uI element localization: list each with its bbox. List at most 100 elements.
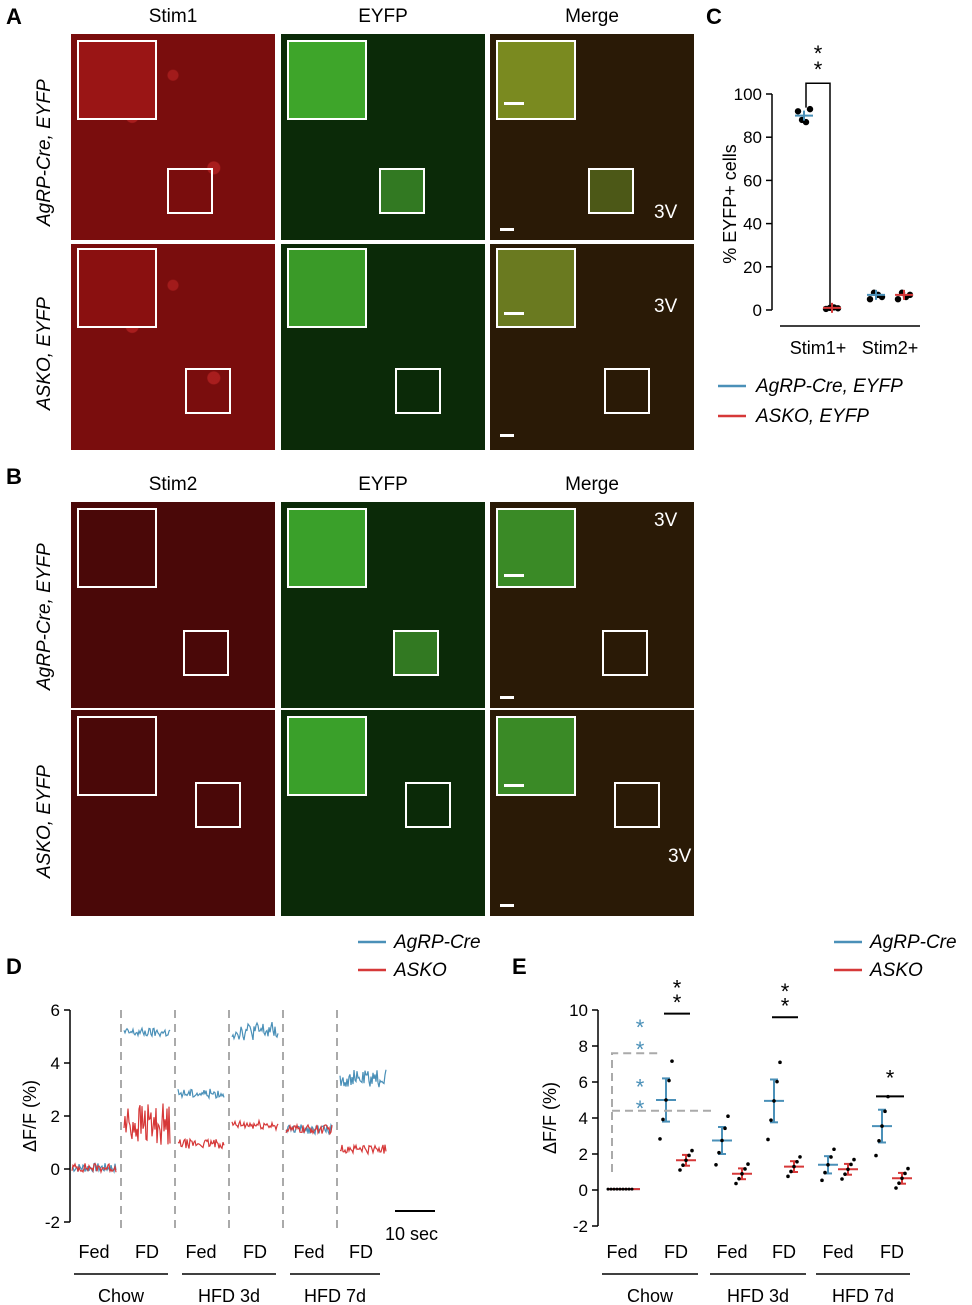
time-scalebar-label: 10 sec: [385, 1224, 438, 1244]
data-point: [849, 1162, 853, 1167]
data-point: [852, 1157, 856, 1162]
y-axis-label: ΔF/F (%): [540, 1082, 560, 1154]
data-point: [612, 1187, 616, 1191]
data-point: [806, 105, 814, 113]
data-point: [621, 1187, 625, 1191]
x-category-label: Stim2+: [862, 338, 919, 358]
data-point: [866, 296, 874, 303]
legend-label: AgRP-Cre, EYFP: [755, 376, 903, 397]
trace-asko: [177, 1137, 225, 1150]
significance-bracket: [805, 82, 831, 306]
panel-d-chart: -2 0 2 4 6 ΔF/F (%) 10 sec Fed FD Fed FD Fed FD Chow H…: [20, 932, 481, 1305]
significance-marker: *: [673, 976, 682, 1001]
trace-asko: [71, 1162, 117, 1175]
group-label: HFD 7d: [304, 1286, 366, 1305]
significance-marker: *: [781, 979, 790, 1004]
significance-marker: *: [673, 990, 682, 1015]
y-tick-label: 2: [579, 1145, 588, 1164]
group-label: Chow: [627, 1286, 674, 1305]
trace-agrp: [123, 1026, 171, 1038]
significance-marker: *: [636, 1096, 645, 1121]
panel-a-col-stim1: Stim1: [148, 6, 198, 27]
data-point: [630, 1187, 634, 1191]
data-point: [903, 1171, 907, 1176]
panel-b-eyfp-agrp-image: [281, 502, 485, 708]
panel-b-row-agrp: AgRP-Cre, EYFP: [34, 543, 55, 690]
panel-label-e: E: [512, 954, 527, 979]
data-point: [789, 1169, 793, 1174]
data-point: [798, 1155, 802, 1159]
data-point: [743, 1167, 747, 1171]
legend-label: AgRP-Cre: [393, 932, 481, 953]
condition-label: Fed: [606, 1242, 637, 1262]
y-tick-label: 4: [51, 1054, 60, 1073]
data-point: [687, 1153, 691, 1158]
data-point: [740, 1172, 744, 1176]
data-point: [846, 1167, 850, 1172]
data-point: [820, 1178, 824, 1183]
panel-b-merge-asko-image: 3V: [490, 710, 694, 916]
trace-agrp: [231, 1021, 279, 1041]
trace-agrp: [177, 1088, 225, 1100]
y-tick-label: 6: [51, 1001, 60, 1020]
data-point: [717, 1150, 721, 1155]
panel-b-row-asko: ASKO, EYFP: [34, 765, 55, 878]
panel-a-row-asko: ASKO, EYFP: [34, 297, 55, 410]
condition-label: FD: [243, 1242, 267, 1262]
trace-asko: [285, 1122, 333, 1136]
significance-marker: *: [636, 1037, 645, 1062]
data-point: [823, 1170, 827, 1175]
x-category-label: Stim1+: [790, 338, 847, 358]
panel-b-col-merge: Merge: [565, 474, 619, 495]
condition-label: Fed: [185, 1242, 216, 1262]
panel-b-col-eyfp: EYFP: [358, 474, 408, 495]
condition-label: Fed: [716, 1242, 747, 1262]
data-point: [786, 1174, 790, 1179]
group-label: HFD 3d: [198, 1286, 260, 1305]
panel-b-stim2-agrp-image: [71, 502, 275, 708]
data-point: [843, 1172, 847, 1176]
y-tick-label: 10: [569, 1001, 588, 1020]
y-tick-label: 4: [579, 1109, 588, 1128]
data-point: [769, 1118, 773, 1122]
data-point: [877, 1139, 881, 1143]
data-point: [615, 1187, 619, 1191]
panel-b-col-stim2: Stim2: [148, 474, 198, 495]
data-point: [684, 1158, 688, 1163]
y-tick-label: 20: [743, 258, 762, 277]
data-point: [897, 1181, 901, 1185]
data-point: [794, 108, 802, 115]
data-point: [627, 1187, 631, 1191]
y-tick-label: -2: [573, 1217, 588, 1236]
data-point: [734, 1181, 738, 1186]
comparison-line: [611, 1052, 658, 1172]
data-point: [832, 1147, 836, 1152]
y-tick-label: 100: [734, 85, 762, 104]
condition-label: FD: [664, 1242, 688, 1262]
trace-asko: [231, 1118, 279, 1133]
condition-label: Fed: [293, 1242, 324, 1262]
panel-a-eyfp-agrp-image: [281, 34, 485, 240]
panel-a-merge-agrp-image: 3V: [490, 34, 694, 240]
data-point: [880, 1124, 884, 1128]
data-point: [618, 1187, 622, 1191]
panel-label-b: B: [6, 464, 22, 489]
significance-marker: *: [814, 41, 823, 66]
data-point: [775, 1079, 779, 1084]
data-point: [772, 1099, 776, 1103]
y-axis-label: ΔF/F (%): [20, 1080, 40, 1152]
data-point: [726, 1114, 730, 1118]
condition-label: Fed: [78, 1242, 109, 1262]
y-tick-label: 0: [753, 301, 762, 320]
y-tick-label: 0: [579, 1181, 588, 1200]
data-point: [670, 1059, 674, 1063]
data-point: [792, 1164, 796, 1169]
trace-agrp: [339, 1069, 387, 1088]
data-point: [681, 1163, 685, 1167]
data-point: [720, 1138, 724, 1143]
y-tick-label: -2: [45, 1213, 60, 1232]
condition-label: FD: [880, 1242, 904, 1262]
condition-label: FD: [349, 1242, 373, 1262]
trace-asko: [123, 1103, 171, 1145]
panel-a-col-merge: Merge: [565, 6, 619, 27]
